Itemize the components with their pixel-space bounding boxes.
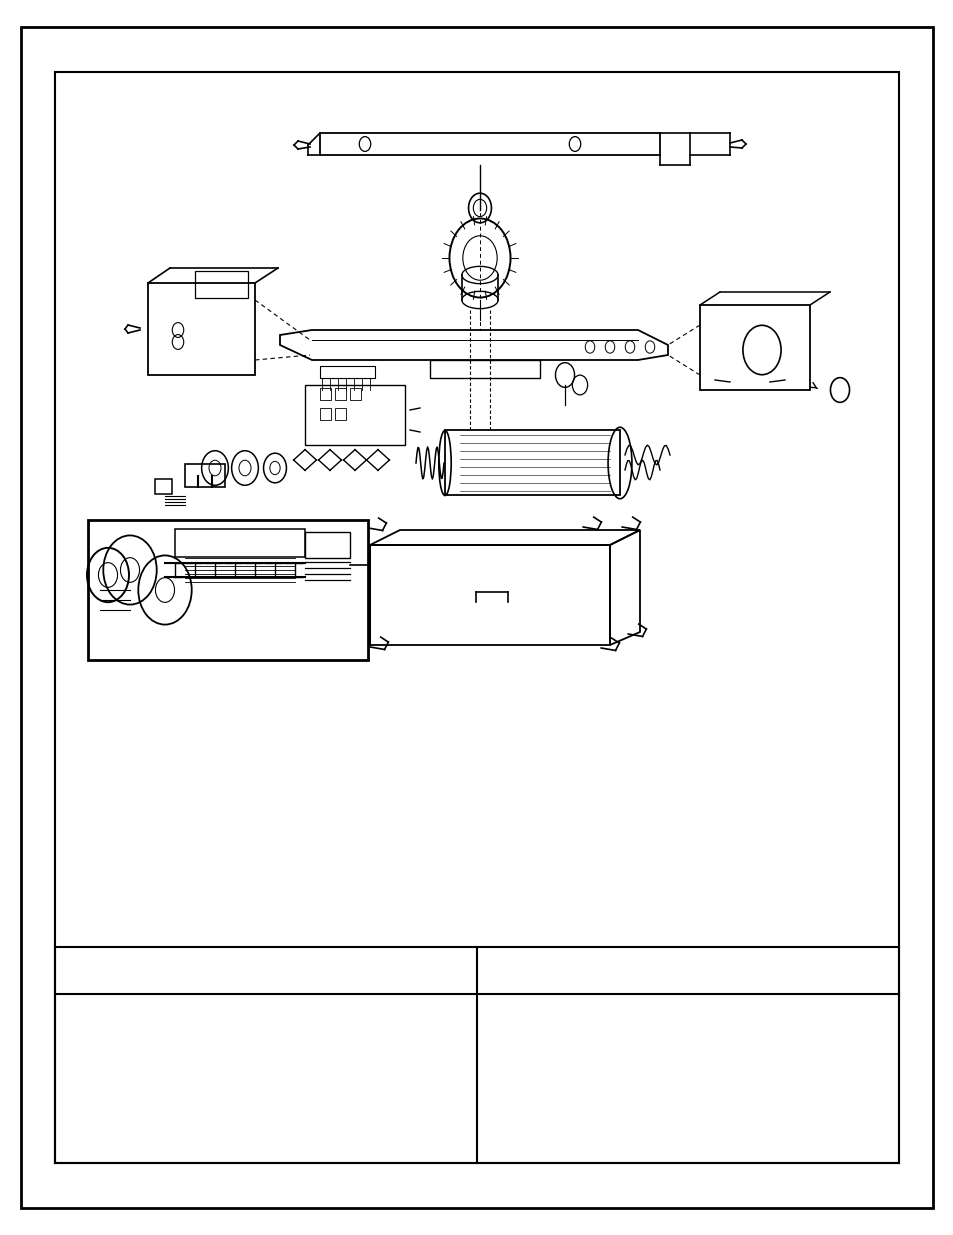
Bar: [185, 464, 225, 487]
Bar: [430, 359, 539, 378]
Bar: [319, 366, 375, 378]
Bar: [154, 479, 172, 494]
Bar: [88, 520, 368, 659]
Bar: [194, 270, 248, 298]
Bar: [319, 133, 659, 156]
Bar: [444, 430, 619, 495]
Bar: [55, 72, 898, 1163]
Bar: [319, 388, 331, 400]
Bar: [305, 532, 350, 558]
Bar: [335, 388, 346, 400]
Bar: [335, 408, 346, 420]
Bar: [174, 529, 305, 557]
Bar: [350, 388, 361, 400]
Bar: [319, 408, 331, 420]
